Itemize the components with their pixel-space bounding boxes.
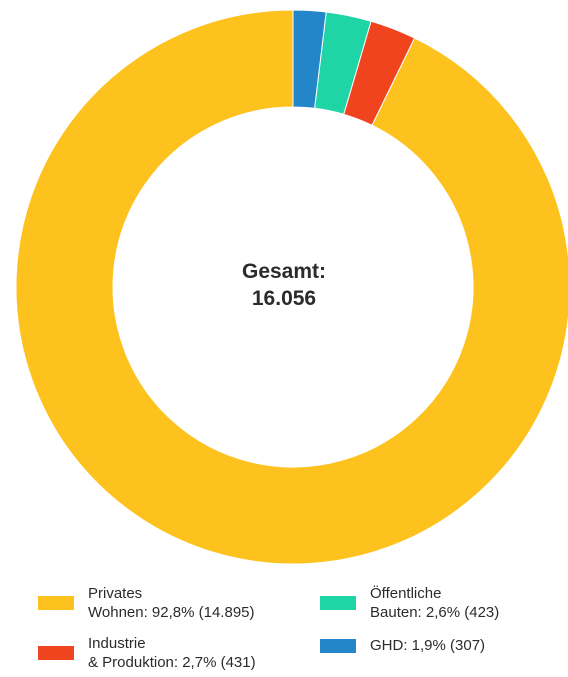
donut-slice-3 — [292, 9, 327, 109]
center-label-title: Gesamt: — [241, 260, 327, 283]
legend-swatch-oeffentliche-bauten — [320, 596, 356, 610]
legend-swatch-ghd — [320, 638, 356, 653]
legend-item-ghd: GHD: 1,9% (307) — [320, 636, 485, 655]
legend-item-industrie-produktion: Industrie & Produktion: 2,7% (431) — [38, 634, 256, 672]
legend-swatch-industrie-produktion — [38, 646, 74, 660]
center-label-total: 16.056 — [251, 287, 317, 310]
legend-label-oeffentliche-bauten: Öffentliche Bauten: 2,6% (423) — [370, 585, 500, 621]
donut-slice-0 — [15, 9, 568, 565]
legend-label-privates-wohnen: Privates Wohnen: 92,8% (14.895) — [88, 585, 255, 621]
chart-legend: Privates Wohnen: 92,8% (14.895) Industri… — [0, 584, 568, 677]
legend-label-industrie-produktion: Industrie & Produktion: 2,7% (431) — [88, 635, 256, 671]
donut-center-label: Gesamt: 16.056 — [184, 258, 384, 312]
legend-swatch-privates-wohnen — [38, 596, 74, 610]
legend-item-oeffentliche-bauten: Öffentliche Bauten: 2,6% (423) — [320, 584, 499, 622]
donut-slice-1 — [343, 20, 416, 126]
donut-chart — [15, 9, 568, 565]
legend-item-privates-wohnen: Privates Wohnen: 92,8% (14.895) — [38, 584, 255, 622]
donut-slice-2 — [314, 11, 372, 115]
legend-label-ghd: GHD: 1,9% (307) — [370, 637, 486, 654]
